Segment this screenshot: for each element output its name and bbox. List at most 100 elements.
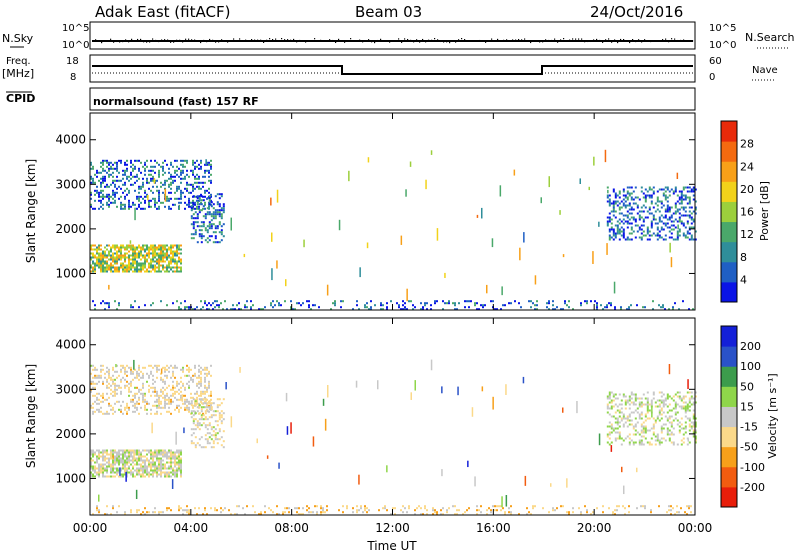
power-echo-cell: [146, 268, 148, 271]
velocity-echo-cell: [648, 417, 651, 420]
power-echo-cell: [156, 189, 158, 192]
velocity-echo-cell: [204, 390, 206, 393]
velocity-echo-cell: [184, 386, 186, 389]
velocity-echo-cell: [102, 392, 104, 395]
velocity-echo-cell: [180, 465, 182, 468]
velocity-echo-cell: [622, 415, 625, 418]
power-echo-cell: [104, 308, 106, 311]
velocity-echo-cell: [108, 475, 110, 478]
velocity-echo-cell: [174, 457, 176, 460]
nsearch-point: [305, 41, 307, 43]
power-echo-cell: [160, 300, 162, 303]
velocity-echo-cell: [168, 467, 170, 470]
velocity-echo-cell: [156, 404, 158, 407]
power-echo-cell: [100, 181, 102, 184]
power-echo-cell: [170, 260, 172, 263]
velocity-echo-cell: [162, 511, 164, 514]
power-echo-cell: [204, 207, 206, 210]
velocity-echo-cell: [126, 467, 128, 470]
power-echo-cell: [132, 254, 134, 257]
velocity-echo-cell: [626, 401, 629, 404]
power-echo-cell: [154, 201, 156, 204]
power-echo-cell: [194, 221, 197, 224]
power-echo-cell: [150, 262, 152, 265]
power-echo-cell: [116, 169, 118, 172]
beam-title: Beam 03: [355, 3, 422, 21]
power-echoes: [90, 149, 697, 311]
power-echo-cell: [202, 223, 205, 226]
velocity-echo-cell: [112, 461, 114, 464]
power-echo-cell: [692, 186, 695, 189]
power-echo-cell: [650, 212, 653, 215]
velocity-echo-cell: [178, 507, 180, 510]
velocity-echo-cell: [636, 397, 639, 400]
power-echo-cell: [674, 202, 677, 205]
power-echo-cell: [94, 266, 96, 269]
velocity-echo-cell: [170, 394, 172, 397]
velocity-echo-cell: [220, 410, 223, 413]
velocity-echo-cell: [162, 463, 164, 466]
velocity-colorbar-segment: [721, 346, 737, 367]
date-title: 24/Oct/2016: [590, 3, 683, 21]
power-echo-cell: [148, 203, 150, 206]
velocity-echo-cell: [168, 475, 170, 478]
velocity-echo-cell: [206, 388, 208, 391]
velocity-echo-cell: [650, 509, 652, 512]
velocity-echo-cell: [94, 465, 96, 468]
velocity-colorbar-segment: [721, 366, 737, 387]
power-echo-cell: [168, 254, 170, 257]
nsearch-point: [557, 41, 559, 43]
velocity-echo-cell: [98, 467, 100, 470]
velocity-echo-cell: [170, 455, 172, 458]
velocity-echo-cell: [144, 392, 146, 395]
power-echo-cell: [630, 206, 633, 209]
power-echo-cell: [166, 244, 168, 247]
nsearch-trace: [92, 38, 694, 44]
velocity-echo-cell: [144, 394, 146, 397]
velocity-echo-cell: [324, 511, 326, 514]
power-echo-cell: [132, 266, 134, 269]
power-echo-cell: [610, 202, 613, 205]
power-echo-cell: [160, 246, 162, 249]
velocity-echo-cell: [94, 366, 96, 369]
power-echo-cell: [96, 264, 98, 267]
velocity-echo-cell: [96, 507, 98, 510]
power-echo-cell: [140, 248, 142, 251]
power-echo-cell: [134, 256, 136, 259]
power-echo-cell: [114, 161, 116, 164]
power-echo-cell: [110, 262, 112, 265]
velocity-echo-cell: [690, 421, 693, 424]
power-echo-cell: [660, 206, 663, 209]
power-echo-cell: [104, 175, 106, 178]
velocity-echo-cell: [146, 467, 148, 470]
velocity-echo-cell: [486, 509, 488, 512]
power-echo-cell: [112, 163, 114, 166]
velocity-echo-cell: [198, 412, 201, 415]
velocity-echo-cell: [632, 393, 635, 396]
velocity-echo-cell: [692, 425, 695, 428]
velocity-echo-cell: [132, 461, 134, 464]
power-echo-cell: [672, 238, 675, 241]
velocity-echo-cell: [102, 453, 104, 456]
power-echo-cell: [90, 248, 92, 251]
power-echo-cell: [608, 236, 611, 239]
power-echo-cell: [612, 206, 615, 209]
velocity-echo-cell: [172, 388, 174, 391]
velocity-echo-cell: [94, 382, 96, 385]
velocity-echo-cell: [180, 449, 182, 452]
velocity-echo-cell: [660, 399, 663, 402]
velocity-echo-cell: [128, 406, 130, 409]
power-echo-cell: [192, 225, 195, 228]
velocity-echo-cell: [684, 421, 687, 424]
velocity-echo-cell: [120, 386, 122, 389]
nsearch-point: [524, 38, 526, 40]
power-echo-cell: [622, 232, 625, 235]
velocity-echo-cell: [128, 449, 130, 452]
velocity-echo-cell: [668, 364, 671, 375]
velocity-echo-cell: [102, 465, 104, 468]
power-echo-cell: [672, 224, 675, 227]
nsearch-point: [515, 39, 517, 41]
power-echo-cell: [640, 228, 643, 231]
velocity-echo-cell: [186, 505, 188, 508]
power-echo-cell: [644, 216, 647, 219]
